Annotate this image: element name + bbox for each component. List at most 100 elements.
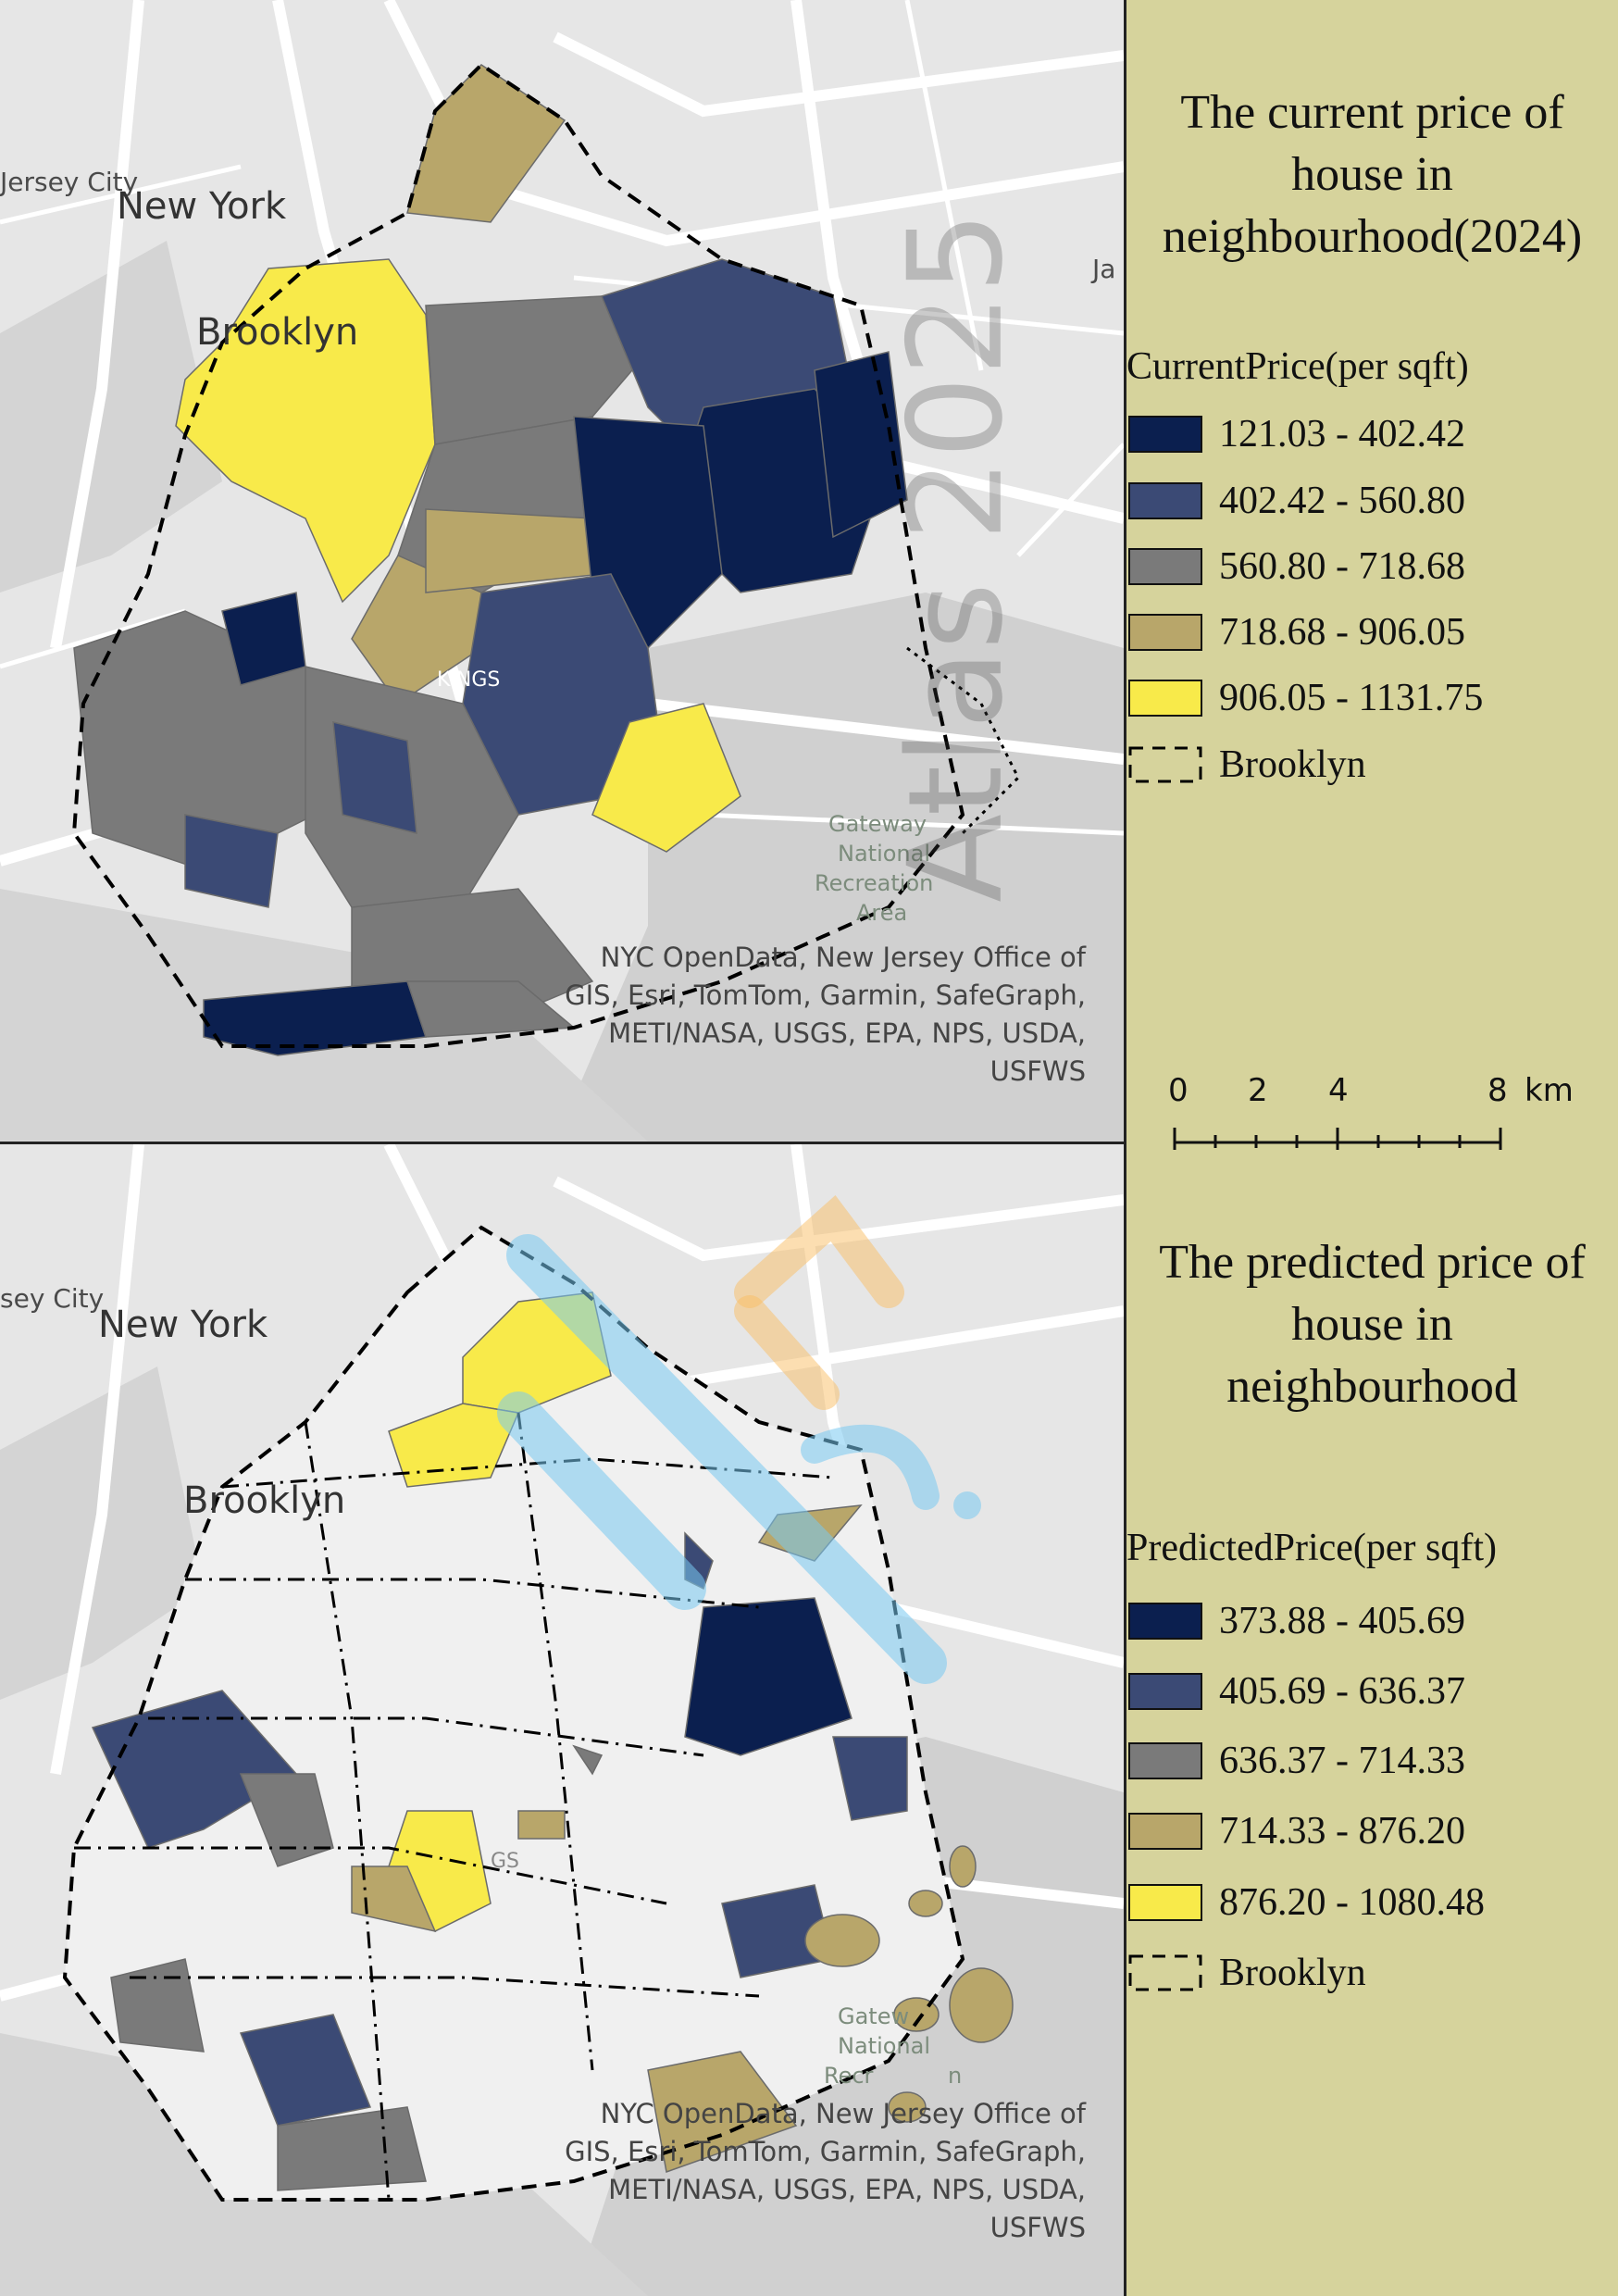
legend-swatch	[1128, 1673, 1202, 1710]
legend-bottom-class-3: 636.37 - 714.33	[1126, 1740, 1465, 1782]
legend-swatch	[1128, 1884, 1202, 1921]
legend-sidebar: The current price of house in neighbourh…	[1126, 0, 1618, 2296]
legend-label: 718.68 - 906.05	[1219, 611, 1465, 654]
neighbourhood-polygons	[73, 64, 908, 1056]
legend-label: 906.05 - 1131.75	[1219, 677, 1484, 719]
legend-label: 402.42 - 560.80	[1219, 480, 1465, 522]
neighbourhood-marine-park[interactable]	[647, 2051, 798, 2174]
neighbourhood-bay-ridge[interactable]	[110, 1958, 205, 2053]
map-label-new-york: New York	[98, 1304, 268, 1346]
neighbourhood-cypress[interactable]	[814, 351, 908, 539]
scale-tick-label: 2	[1248, 1072, 1268, 1109]
neighbourhood-bedstuy[interactable]	[425, 295, 649, 445]
neighbourhood-red-hook[interactable]	[91, 1690, 298, 1849]
map-label-area: Area	[856, 900, 908, 926]
map-label-gateway: Gatew	[838, 2003, 910, 2029]
attribution-line: GIS, Esri, TomTom, Garmin, SafeGraph,	[565, 2136, 1086, 2167]
legend-title-line: The current price of	[1180, 86, 1564, 139]
legend-swatch	[1128, 482, 1202, 519]
predicted-price-map-canvas	[0, 1144, 1124, 2296]
jamaica-bay-islands	[804, 1845, 1014, 2123]
scale-unit-label: km	[1525, 1072, 1574, 1109]
legend-label: 714.33 - 876.20	[1219, 1810, 1465, 1853]
legend-top-class-3: 560.80 - 718.68	[1126, 545, 1465, 588]
legend-label: 373.88 - 405.69	[1219, 1600, 1465, 1642]
brooklyn-boundary	[71, 62, 965, 1048]
attribution-line: METI/NASA, USGS, EPA, NPS, USDA,	[608, 2174, 1086, 2205]
legend-label: Brooklyn	[1219, 743, 1366, 786]
neighbourhood-dyker-heights[interactable]	[184, 814, 279, 908]
neighbourhood-bensonhurst[interactable]	[239, 2014, 372, 2127]
scale-tick-label: 4	[1328, 1072, 1349, 1109]
map-label-recreation: Recr	[824, 2063, 874, 2089]
map-label-kings: GS	[491, 1850, 520, 1873]
panel-divider	[1124, 0, 1126, 2296]
legend-bottom-class-5: 876.20 - 1080.48	[1126, 1881, 1485, 1924]
legend-bottom-boundary: Brooklyn	[1126, 1952, 1366, 1994]
neighbourhood-downtown[interactable]	[175, 258, 436, 604]
legend-top-class-5: 906.05 - 1131.75	[1126, 677, 1483, 719]
attribution-line: NYC OpenData, New Jersey Office of	[600, 942, 1086, 973]
neighbourhood-cobble-hill[interactable]	[239, 1773, 334, 1867]
legend-label: Brooklyn	[1219, 1952, 1366, 1994]
neighbourhood-gravesend[interactable]	[277, 2106, 427, 2191]
map-label-kings: KINGS	[437, 668, 501, 692]
legend-swatch	[1128, 614, 1202, 651]
legend-swatch	[1128, 548, 1202, 585]
watermark-chevron-top	[734, 1195, 904, 1308]
current-price-map[interactable]: Jersey City New York Brooklyn KINGS Ja G…	[0, 0, 1124, 1144]
watermark-dot	[953, 1491, 981, 1519]
neighbourhood-canarsie[interactable]	[591, 703, 741, 853]
map-label-area: n	[948, 2063, 963, 2089]
legend-swatch	[1128, 1742, 1202, 1779]
legend-label: 405.69 - 636.37	[1219, 1670, 1465, 1713]
legend-top-class-2: 402.42 - 560.80	[1126, 480, 1465, 522]
legend-top-class-4: 718.68 - 906.05	[1126, 611, 1465, 654]
attribution-line: GIS, Esri, TomTom, Garmin, SafeGraph,	[565, 980, 1086, 1011]
legend-title-line: The predicted price of	[1159, 1236, 1586, 1289]
map-label-jersey-city: Jersey City	[0, 167, 139, 197]
map-label-recreation: Recreation	[815, 870, 934, 896]
map-label-gateway: Gateway	[828, 811, 927, 837]
dashed-boundary-icon	[1128, 746, 1202, 783]
neighbourhood-east-flatbush[interactable]	[517, 1810, 566, 1840]
neighbourhood-cypress[interactable]	[832, 1736, 908, 1821]
legend-bottom-class-2: 405.69 - 636.37	[1126, 1670, 1465, 1713]
watermark-arrow-short	[497, 1391, 706, 1610]
attribution-line: METI/NASA, USGS, EPA, NPS, USDA,	[608, 1017, 1086, 1049]
neighbourhood-kensington[interactable]	[332, 721, 417, 834]
legend-bottom-class-4: 714.33 - 876.20	[1126, 1810, 1465, 1853]
legend-swatch	[1128, 416, 1202, 453]
watermark-arrow-long	[506, 1234, 947, 1684]
legend-swatch	[1128, 1813, 1202, 1850]
neighbourhood-coney-island[interactable]	[203, 980, 428, 1056]
map-top-attribution: NYC OpenData, New Jersey Office of GIS, …	[530, 939, 1086, 1091]
map-label-jamaica-fragment: Ja	[1092, 254, 1116, 284]
map-label-jersey-city: sey City	[0, 1283, 105, 1314]
scale-tick-label: 8	[1487, 1072, 1508, 1109]
gateway-islands-outline	[906, 646, 1020, 835]
legend-title-line: house in	[1291, 148, 1453, 201]
legend-top-class-1: 121.03 - 402.42	[1126, 413, 1465, 455]
map-label-brooklyn: Brooklyn	[196, 311, 359, 354]
legend-title-line: house in	[1291, 1298, 1453, 1351]
legend-label: 876.20 - 1080.48	[1219, 1881, 1485, 1924]
dashed-boundary-icon	[1128, 1954, 1202, 1991]
current-price-map-canvas	[0, 0, 1124, 1142]
neighbourhood-sunset-park[interactable]	[221, 592, 306, 686]
legend-title-line: neighbourhood	[1226, 1360, 1518, 1413]
neighbourhood-bushwick[interactable]	[684, 1597, 853, 1756]
legend-top-title: The current price of house in neighbourh…	[1126, 81, 1618, 268]
legend-label: 560.80 - 718.68	[1219, 545, 1465, 588]
map-bottom-attribution: NYC OpenData, New Jersey Office of GIS, …	[530, 2095, 1086, 2247]
neighbourhood-flatbush[interactable]	[351, 1866, 437, 1933]
brooklyn-boundary	[62, 1225, 965, 2202]
legend-label: 636.37 - 714.33	[1219, 1740, 1465, 1782]
neighbourhood-small-grey[interactable]	[572, 1744, 604, 1776]
legend-bottom-title: The predicted price of house in neighbou…	[1126, 1231, 1618, 1417]
scale-tick-label: 0	[1168, 1072, 1189, 1109]
legend-bottom-class-1: 373.88 - 405.69	[1126, 1600, 1465, 1642]
predicted-price-map[interactable]: sey City New York Brooklyn GS Gatew Nati…	[0, 1144, 1124, 2296]
legend-title-line: neighbourhood(2024)	[1162, 210, 1583, 263]
